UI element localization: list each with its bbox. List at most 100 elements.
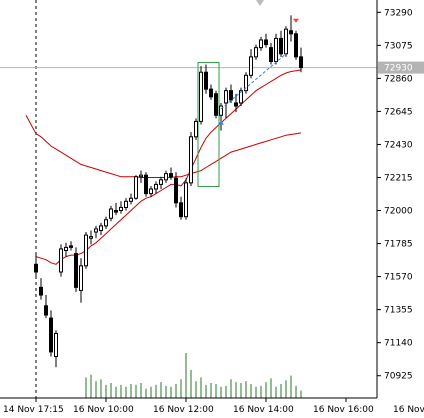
y-tick-label: 72215 xyxy=(384,173,413,183)
y-tick-label: 73075 xyxy=(384,41,413,51)
candle xyxy=(104,216,108,229)
candle xyxy=(214,90,218,119)
candle-body-bull xyxy=(159,179,163,185)
candle xyxy=(294,30,298,60)
candle xyxy=(154,181,158,194)
candle xyxy=(264,33,268,48)
candle xyxy=(224,87,228,119)
candle xyxy=(234,93,238,113)
candle xyxy=(209,84,213,100)
candle xyxy=(124,198,128,211)
candle-body-bull xyxy=(54,332,58,358)
candle-body-bull xyxy=(84,234,88,267)
ma-fast-line xyxy=(35,69,302,265)
candle-body-bull xyxy=(244,74,248,92)
candle xyxy=(204,64,208,94)
candle xyxy=(84,232,88,269)
candle-body-bear xyxy=(179,202,183,218)
candle-body-bull xyxy=(154,183,158,190)
y-tick-label: 72430 xyxy=(384,140,413,150)
candle xyxy=(194,118,198,140)
candle-body-bear xyxy=(229,90,233,101)
candle-body-bull xyxy=(184,182,188,218)
scroll-marker-icon xyxy=(256,0,264,6)
candle xyxy=(99,222,103,236)
x-tick-label: 16 Nov 14:00 xyxy=(233,405,294,415)
candle-body-bear xyxy=(34,263,38,273)
candle xyxy=(69,241,73,251)
y-tick-label: 70925 xyxy=(384,372,413,382)
candle-body-bear xyxy=(144,174,148,195)
current-price-tag xyxy=(378,61,424,74)
candle xyxy=(269,43,273,65)
candle xyxy=(219,102,223,131)
x-tick-label: 16 Nov 12:00 xyxy=(153,405,214,415)
candle-body-bull xyxy=(119,206,123,212)
candle-body-bear xyxy=(234,102,238,107)
candle-body-bull xyxy=(259,39,263,49)
candle xyxy=(109,205,113,222)
x-tick-label: 14 Nov 17:15 xyxy=(3,405,64,415)
candle xyxy=(39,278,43,300)
candle xyxy=(199,66,203,125)
candle xyxy=(49,310,53,357)
candle-body-bear xyxy=(269,47,273,62)
candle xyxy=(89,230,93,245)
candle-body-bull xyxy=(104,219,108,227)
candle xyxy=(259,36,263,51)
x-tick-label: 16 Nov 16:00 xyxy=(313,405,374,415)
candle xyxy=(149,185,153,197)
x-tick-label: 16 Nov 10:00 xyxy=(73,405,134,415)
y-tick-label: 71785 xyxy=(384,240,413,250)
candle xyxy=(139,170,143,183)
y-tick-label: 72645 xyxy=(384,107,413,117)
candle xyxy=(189,132,193,186)
candle-body-bear xyxy=(279,37,283,55)
candle-body-bull xyxy=(79,265,83,291)
candle xyxy=(94,225,98,239)
candle-body-bear xyxy=(169,173,173,178)
candle xyxy=(64,242,68,257)
candle xyxy=(134,175,138,200)
candle-body-bear xyxy=(69,245,73,248)
current-price-label: 72930 xyxy=(384,64,413,74)
buy-arrow-icon xyxy=(218,120,224,125)
candle-body-bear xyxy=(264,39,268,46)
candle-body-bull xyxy=(199,71,203,122)
candle-body-bull xyxy=(219,105,223,116)
candle-body-bear xyxy=(114,210,118,213)
candle xyxy=(159,176,163,190)
candle-body-bull xyxy=(64,246,68,251)
candle xyxy=(274,33,278,65)
candle xyxy=(54,330,58,368)
candle xyxy=(179,196,183,220)
y-tick-label: 72000 xyxy=(384,207,413,217)
candle-body-bull xyxy=(134,176,138,199)
candle-body-bull xyxy=(124,200,128,208)
candle-body-bull xyxy=(94,228,98,233)
y-tick-label: 71570 xyxy=(384,273,413,283)
candle xyxy=(34,253,38,279)
candle-body-bear xyxy=(289,30,293,35)
y-tick-label: 71140 xyxy=(384,339,413,349)
candle-body-bear xyxy=(214,93,218,116)
candle-body-bull xyxy=(59,248,63,273)
candle xyxy=(79,258,83,303)
candle xyxy=(279,30,283,57)
y-tick-label: 72860 xyxy=(384,74,413,84)
candle-body-bull xyxy=(249,56,253,76)
trade-link-line xyxy=(220,53,287,110)
y-tick-label: 71355 xyxy=(384,306,413,316)
candle xyxy=(244,72,248,94)
candle-body-bull xyxy=(109,208,113,219)
candle-body-bear xyxy=(174,177,178,204)
sell-arrow-icon xyxy=(293,18,299,23)
candle-body-bull xyxy=(149,188,153,195)
candle xyxy=(239,87,243,107)
candle-body-bull xyxy=(284,28,288,55)
